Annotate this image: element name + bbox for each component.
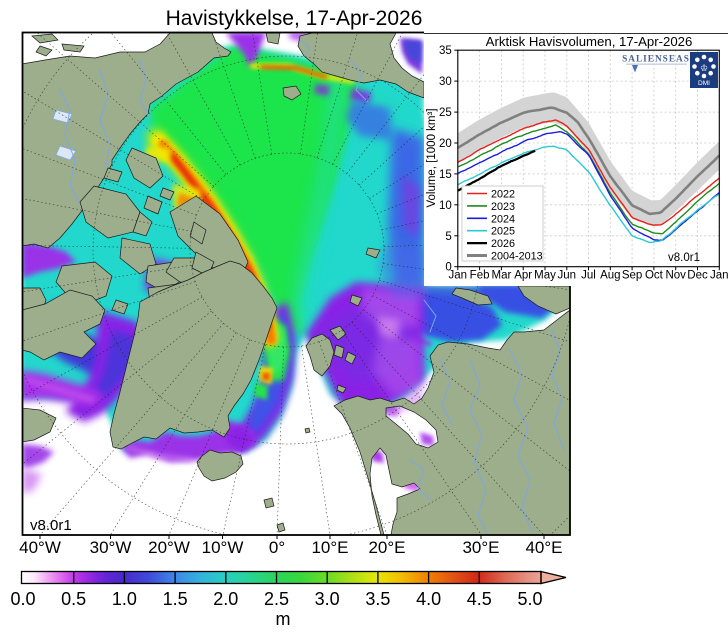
svg-text:3.0: 3.0 [315,589,340,609]
svg-text:DMI: DMI [698,80,710,87]
svg-text:5.0: 5.0 [517,589,542,609]
svg-text:Feb: Feb [470,270,490,282]
svg-text:35: 35 [439,45,452,57]
svg-text:Arktisk Havisvolumen, 17-Apr-2: Arktisk Havisvolumen, 17-Apr-2026 [486,34,693,49]
svg-text:0: 0 [445,262,451,274]
svg-text:5: 5 [445,231,451,243]
svg-text:v8.0r1: v8.0r1 [668,252,700,264]
svg-text:3.5: 3.5 [365,589,390,609]
svg-text:2.0: 2.0 [213,589,238,609]
svg-text:Volume, [1000 km³]: Volume, [1000 km³] [426,108,438,207]
svg-text:Nov: Nov [665,270,686,282]
svg-text:m: m [276,609,291,629]
svg-text:1.5: 1.5 [163,589,188,609]
svg-text:4.0: 4.0 [416,589,441,609]
svg-text:20°W: 20°W [148,538,190,557]
svg-text:10°E: 10°E [311,538,348,557]
svg-text:2022: 2022 [491,189,515,201]
svg-text:20: 20 [439,138,452,150]
svg-text:2004-2013: 2004-2013 [491,251,543,263]
svg-text:0.0: 0.0 [10,589,35,609]
svg-text:4.5: 4.5 [467,589,492,609]
svg-text:Sep: Sep [622,270,642,282]
svg-text:♔: ♔ [700,63,708,73]
svg-text:1.0: 1.0 [112,589,137,609]
svg-text:2025: 2025 [491,226,515,238]
svg-text:10°W: 10°W [202,538,244,557]
svg-text:10: 10 [439,200,452,212]
svg-text:15: 15 [439,169,452,181]
svg-text:30: 30 [439,76,452,88]
svg-text:Oct: Oct [645,270,664,282]
svg-text:Dec: Dec [687,270,708,282]
svg-text:0.5: 0.5 [61,589,86,609]
svg-text:May: May [534,270,556,282]
svg-text:2026: 2026 [491,238,515,250]
svg-text:40°W: 40°W [19,538,61,557]
svg-text:Jan: Jan [449,270,468,282]
svg-text:30°W: 30°W [90,538,132,557]
svg-text:SALIENSEAS: SALIENSEAS [622,55,690,65]
svg-text:v8.0r1: v8.0r1 [30,517,72,534]
svg-text:Jun: Jun [558,270,577,282]
svg-text:2.5: 2.5 [264,589,289,609]
svg-text:Havistykkelse, 17-Apr-2026: Havistykkelse, 17-Apr-2026 [166,7,423,30]
svg-text:Jul: Jul [581,270,596,282]
svg-text:40°E: 40°E [525,538,562,557]
svg-text:Mar: Mar [491,270,511,282]
svg-text:Jan: Jan [710,270,728,282]
svg-text:2023: 2023 [491,201,515,213]
svg-text:20°E: 20°E [368,538,405,557]
svg-text:0°: 0° [269,538,285,557]
svg-text:Apr: Apr [514,270,532,282]
svg-text:30°E: 30°E [462,538,499,557]
svg-text:2024: 2024 [491,213,515,225]
svg-text:Aug: Aug [600,270,620,282]
svg-text:25: 25 [439,107,452,119]
